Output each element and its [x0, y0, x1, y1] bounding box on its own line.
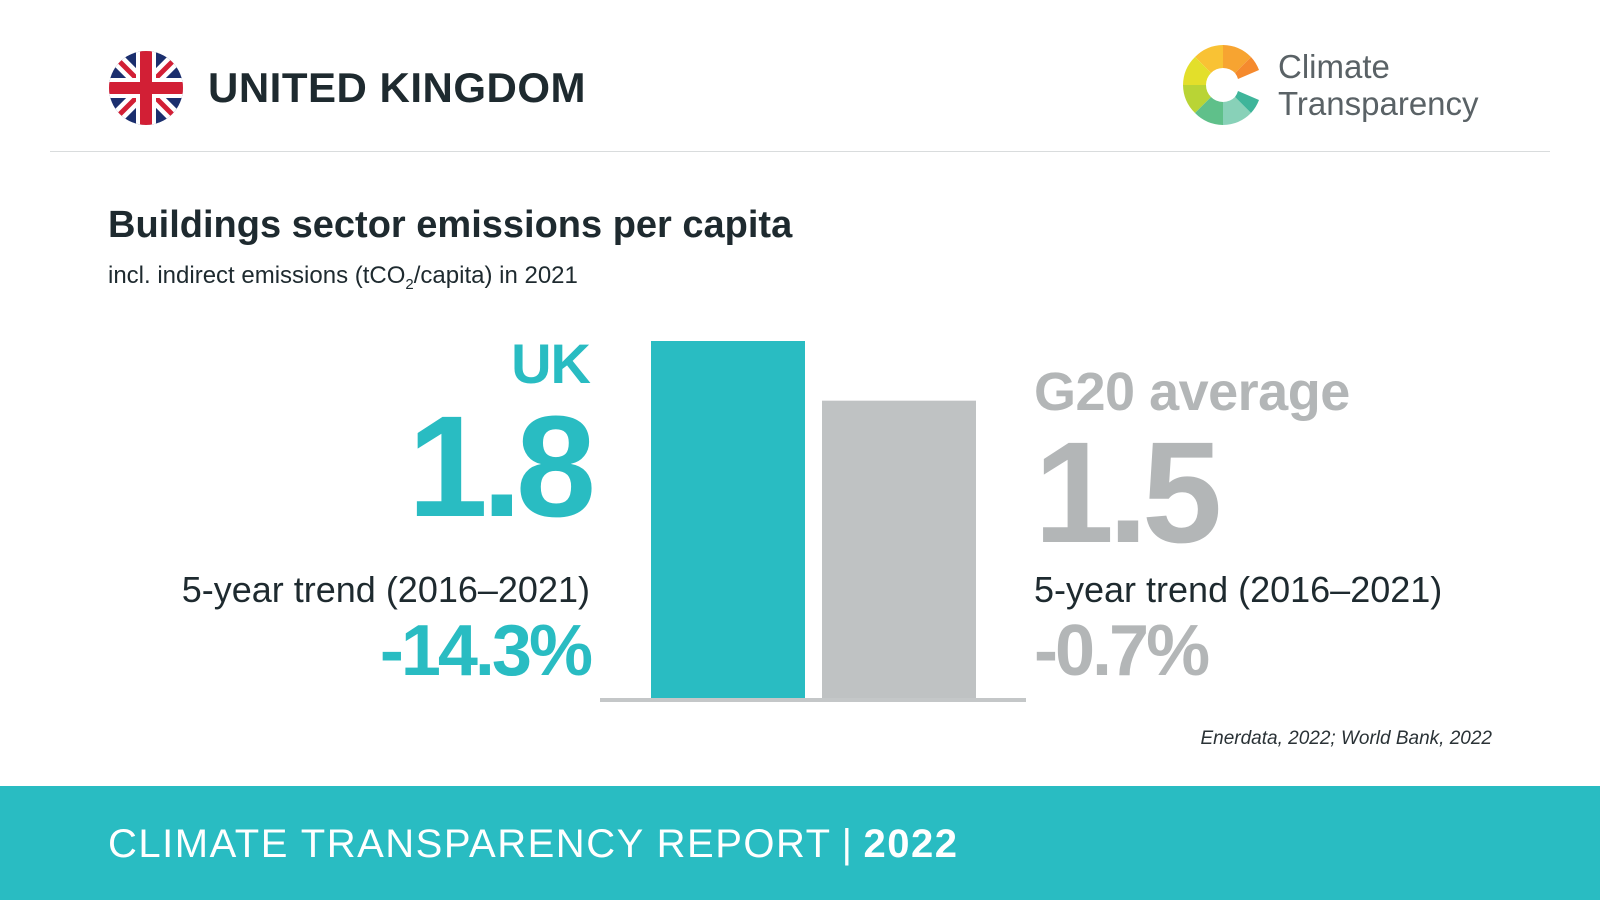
page-header: UNITED KINGDOM Climate Transparency [0, 0, 1600, 152]
bar-uk [651, 341, 805, 699]
source-note: Enerdata, 2022; World Bank, 2022 [1200, 728, 1492, 749]
uk-label-block: UK 1.8 [407, 330, 596, 547]
footer-text: CLIMATE TRANSPARENCY REPORT | 2022 [108, 822, 958, 867]
uk-value-label: 1.8 [407, 386, 596, 547]
logo-line-1: Climate [1278, 48, 1390, 85]
uk-trend-label: 5-year trend (2016–2021) [181, 569, 590, 610]
subtitle-subscript: 2 [405, 275, 414, 293]
footer-year: 2022 [863, 822, 959, 866]
chart-subtitle: incl. indirect emissions (tCO2/capita) i… [108, 262, 578, 293]
logo-wordmark: Climate Transparency [1278, 48, 1538, 122]
logo-line-2: Transparency [1278, 85, 1479, 122]
subtitle-pre: incl. indirect emissions (tCO [108, 262, 406, 289]
footer-separator: | [841, 822, 854, 866]
g20-trend-label: 5-year trend (2016–2021) [1034, 569, 1443, 610]
bar-g20-average [822, 400, 976, 699]
uk-trend-value: -14.3% [379, 611, 593, 691]
country-title: UNITED KINGDOM [208, 64, 586, 111]
uk-trend-block: 5-year trend (2016–2021) -14.3% [181, 568, 593, 691]
g20-label-block: G20 average 1.5 [1034, 360, 1350, 573]
g20-value-label: 1.5 [1034, 412, 1222, 573]
union-jack-flag-icon [109, 51, 183, 125]
footer-banner: CLIMATE TRANSPARENCY REPORT | 2022 [0, 786, 1600, 900]
chart-title: Buildings sector emissions per capita [108, 204, 793, 246]
uk-category-label: UK [511, 332, 591, 395]
climate-transparency-logo-icon [1183, 45, 1259, 125]
g20-category-label: G20 average [1034, 362, 1350, 422]
g20-trend-block: 5-year trend (2016–2021) -0.7% [1034, 568, 1442, 690]
header-divider [50, 151, 1550, 152]
footer-report-name: CLIMATE TRANSPARENCY REPORT [108, 822, 832, 866]
g20-trend-value: -0.7% [1034, 611, 1210, 691]
subtitle-post: /capita) in 2021 [413, 262, 578, 289]
